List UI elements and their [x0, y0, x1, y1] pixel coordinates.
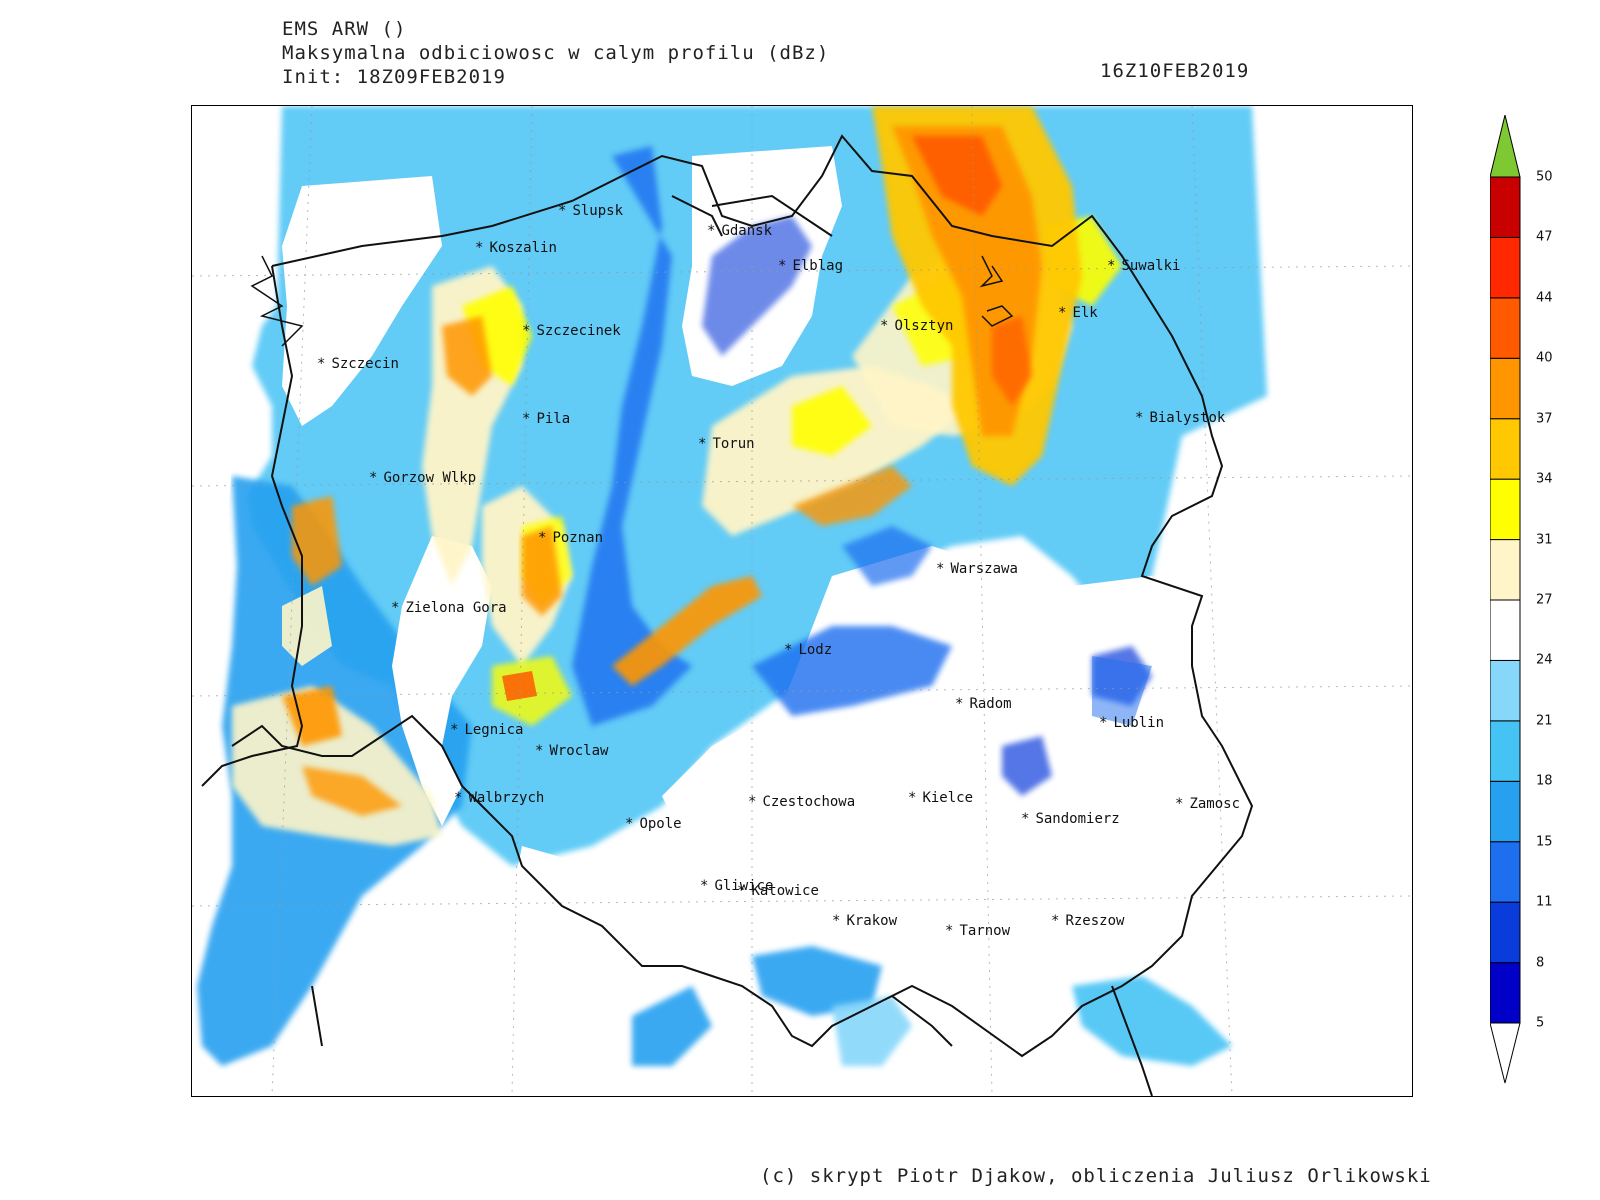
city-label: * Zielona Gora: [391, 600, 507, 616]
city-label: * Czestochowa: [748, 794, 856, 810]
legend-underflow-triangle: [1489, 1022, 1521, 1084]
legend-tick-label: 15: [1536, 834, 1553, 850]
legend-swatch: [1489, 841, 1521, 903]
legend-swatch: [1489, 236, 1521, 299]
legend-bar: [1489, 114, 1521, 1084]
legend-tick-label: 47: [1536, 229, 1553, 245]
city-label: * Tarnow: [945, 923, 1011, 939]
city-label: * Rzeszow: [1051, 913, 1125, 929]
city-label: * Olsztyn: [880, 318, 954, 334]
city-label: * Koszalin: [475, 240, 557, 256]
legend-tick-label: 21: [1536, 713, 1553, 729]
city-label: * Elk: [1058, 305, 1098, 321]
city-label: * Legnica: [450, 722, 524, 738]
valid-time: 16Z10FEB2019: [1100, 60, 1250, 82]
legend-tick-label: 31: [1536, 532, 1553, 548]
city-label: * Elblag: [778, 258, 844, 274]
legend-swatch: [1489, 176, 1521, 238]
city-label: * Slupsk: [558, 203, 624, 219]
city-label: * Gliwice: [700, 878, 774, 894]
legend-swatch: [1489, 539, 1521, 601]
city-label: * Katowice: [737, 883, 819, 899]
legend-tick-label: 37: [1536, 411, 1553, 427]
legend-tick-label: 5: [1536, 1015, 1545, 1031]
city-label: * Kielce: [908, 790, 974, 806]
legend-swatch: [1489, 418, 1521, 480]
map-canvas: [192, 106, 1412, 1096]
city-label: * Torun: [698, 436, 755, 452]
city-label: * Zamosc: [1175, 796, 1241, 812]
city-label: * Suwalki: [1107, 258, 1181, 274]
city-label: * Krakow: [832, 913, 898, 929]
legend-tick-label: 18: [1536, 773, 1553, 789]
legend-tick-label: 50: [1536, 169, 1553, 185]
city-label: * Radom: [955, 696, 1012, 712]
legend-swatch: [1489, 599, 1521, 661]
city-label: * Sandomierz: [1021, 811, 1120, 827]
model-title: EMS ARW (): [282, 18, 407, 40]
city-label: * Pila: [522, 411, 571, 427]
legend-overflow-triangle: [1489, 114, 1521, 178]
city-label: * Szczecin: [317, 356, 399, 372]
city-label: * Walbrzych: [454, 790, 545, 806]
color-legend: 5 8 11 15 18 21 24 27 31 34 37 40 44 47 50: [1489, 114, 1580, 1095]
city-label: * Lodz: [784, 642, 833, 658]
legend-swatch: [1489, 962, 1521, 1024]
legend-swatch: [1489, 478, 1521, 541]
reflectivity-map: * Slupsk * Gdansk * Koszalin * Elblag * Suwal…: [191, 105, 1413, 1097]
city-label: * Gorzow Wlkp: [369, 470, 477, 486]
city-label: * Bialystok: [1135, 410, 1226, 426]
coastline-detail: [250, 255, 1014, 347]
legend-swatch: [1489, 357, 1521, 420]
legend-tick-label: 34: [1536, 471, 1553, 487]
city-label: * Warszawa: [936, 561, 1018, 577]
legend-swatch: [1489, 720, 1521, 782]
city-label: * Opole: [625, 816, 682, 832]
legend-tick-label: 8: [1536, 955, 1545, 971]
legend-tick-label: 24: [1536, 652, 1553, 668]
city-label: * Wroclaw: [535, 743, 609, 759]
init-time: Init: 18Z09FEB2019: [282, 66, 506, 88]
legend-tick-label: 40: [1536, 350, 1553, 366]
legend-swatch: [1489, 659, 1521, 722]
legend-swatch: [1489, 901, 1521, 964]
legend-tick-label: 27: [1536, 592, 1553, 608]
credits-footer: (c) skrypt Piotr Djakow, obliczenia Juli…: [760, 1165, 1432, 1187]
graticule: [192, 106, 1412, 1096]
legend-swatch: [1489, 297, 1521, 359]
city-label: * Szczecinek: [522, 323, 621, 339]
legend-tick-label: 11: [1536, 894, 1553, 910]
legend-swatch: [1489, 780, 1521, 843]
echo-fields: [197, 106, 1282, 1076]
country-borders: [201, 134, 1254, 1096]
legend-tick-label: 44: [1536, 290, 1553, 306]
field-title: Maksymalna odbiciowosc w calym profilu (…: [282, 42, 830, 64]
city-label: * Poznan: [538, 530, 604, 546]
city-label: * Gdansk: [707, 223, 773, 239]
city-label: * Lublin: [1099, 715, 1165, 731]
